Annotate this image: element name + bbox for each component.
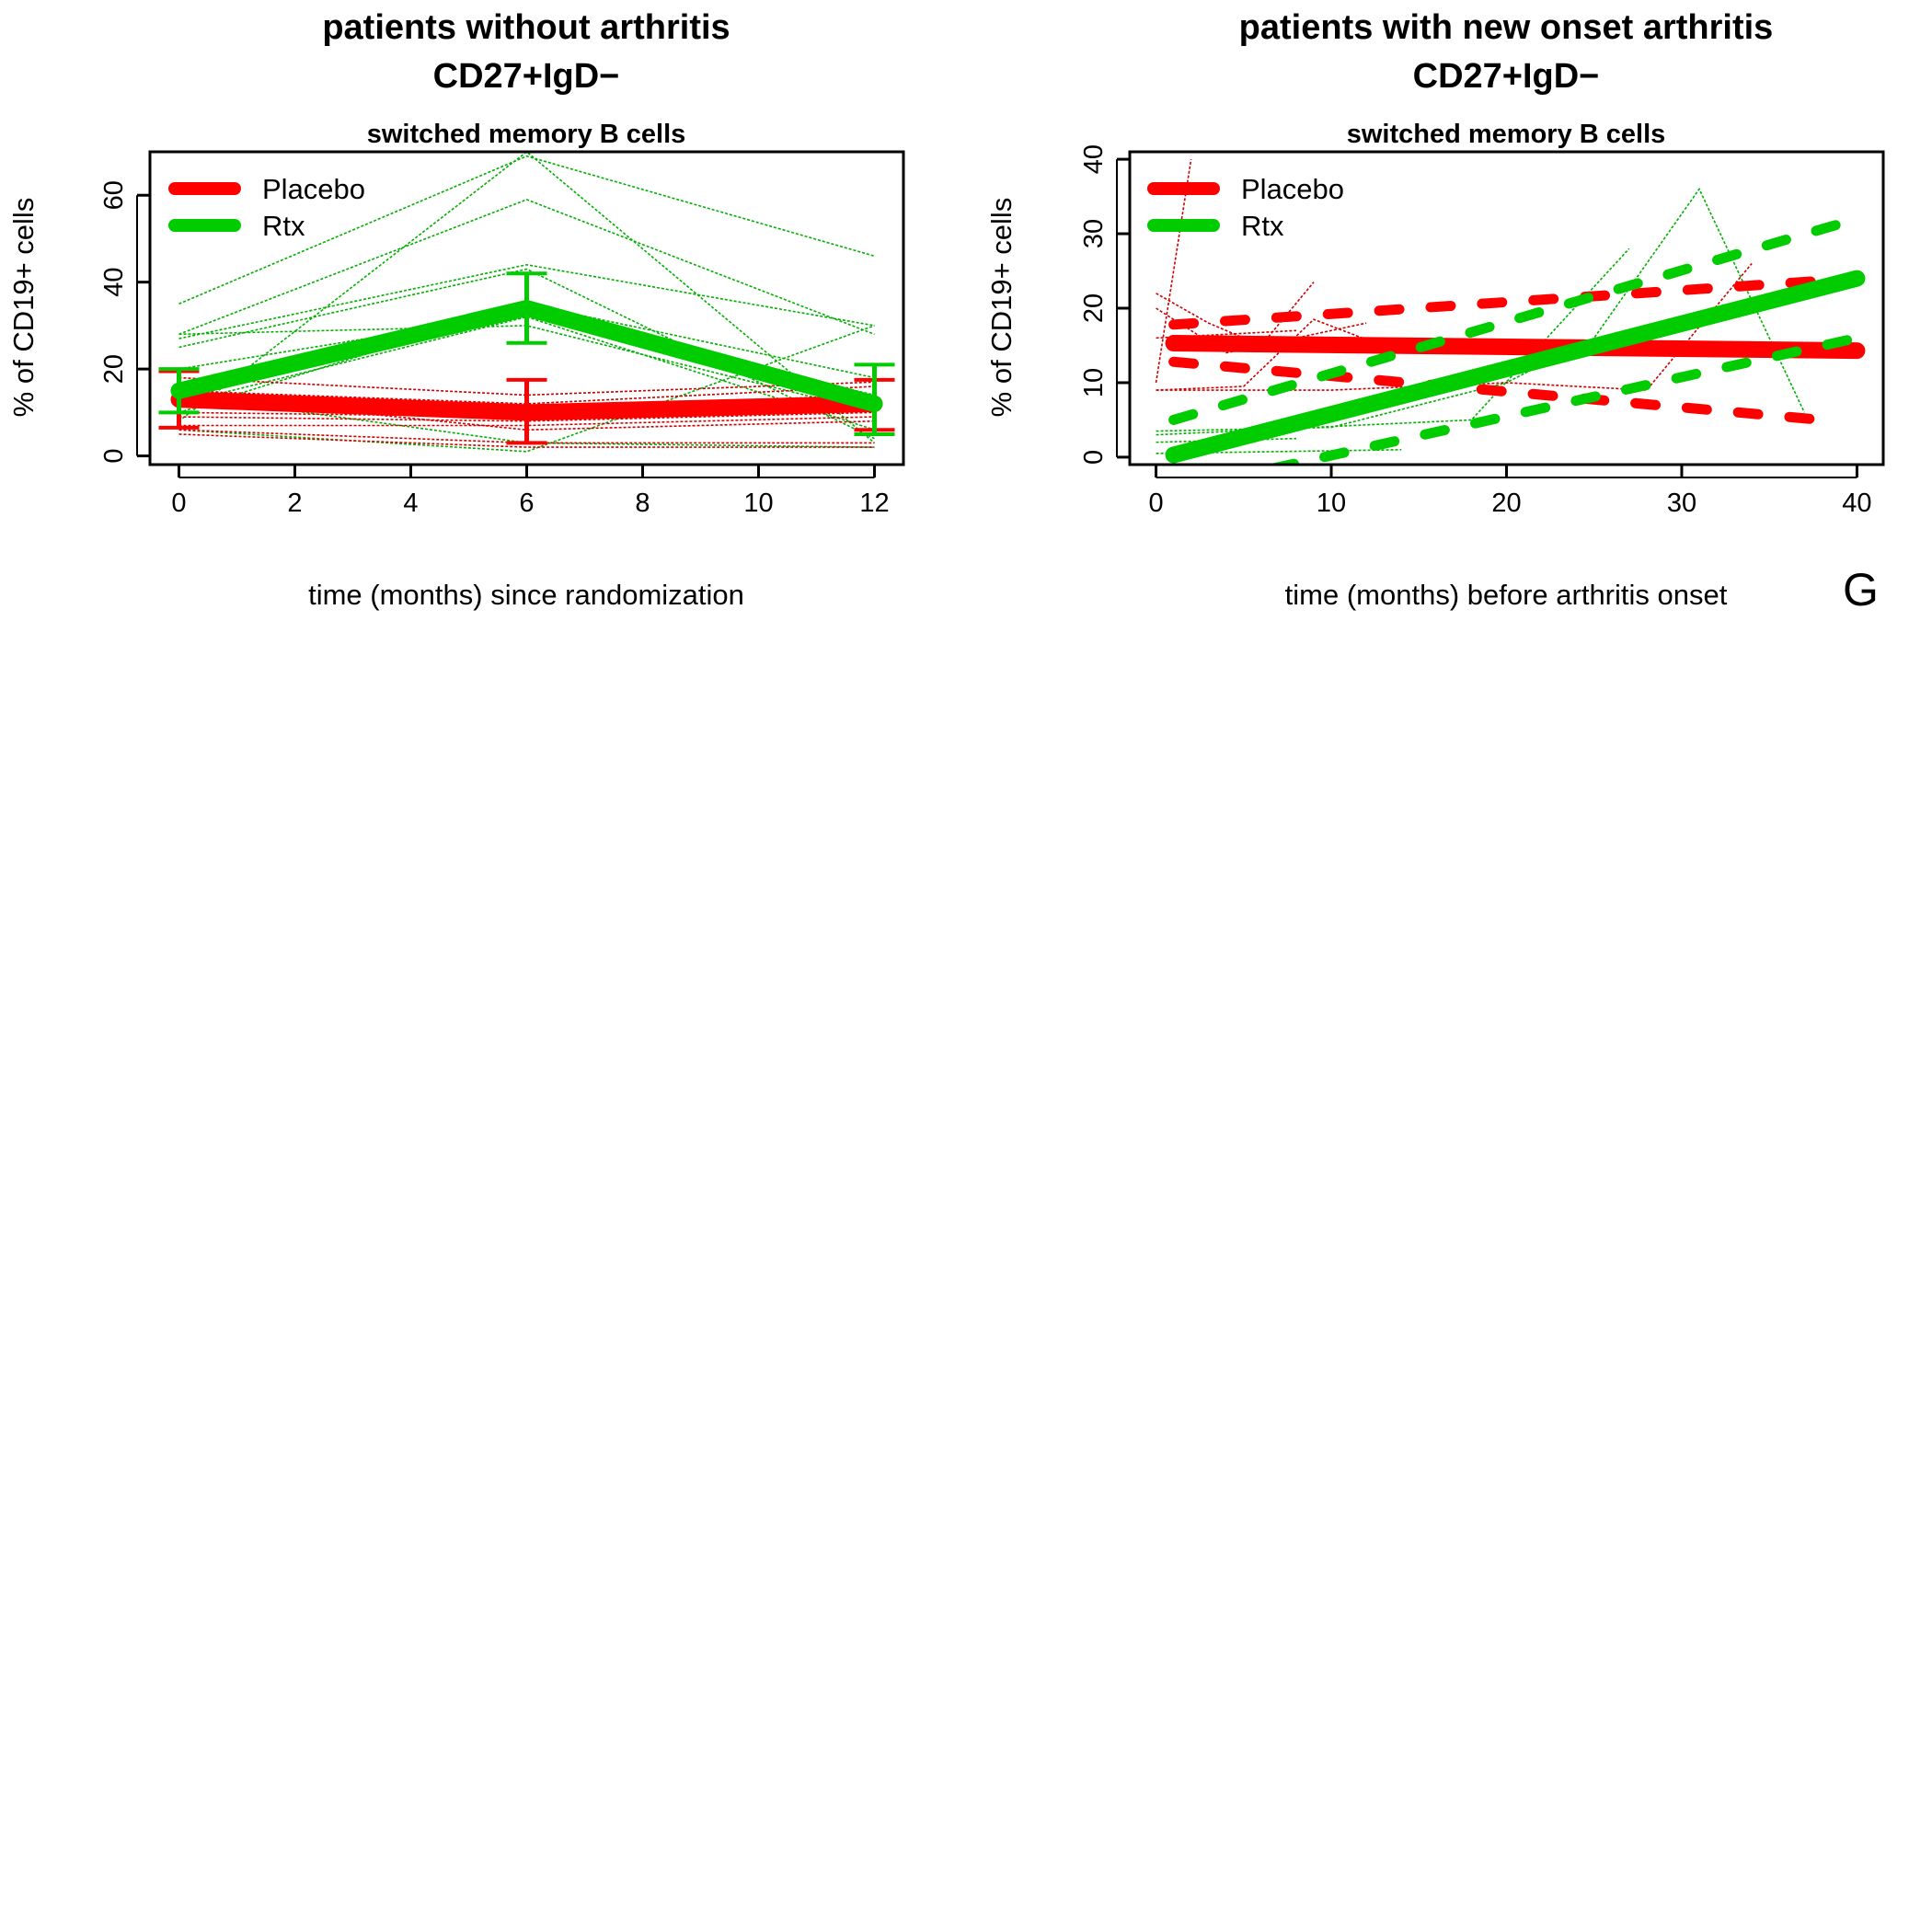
x-tick-label: 40: [1842, 489, 1871, 518]
legend: Placebo Rtx: [168, 173, 365, 242]
fit-line-placebo: [1165, 335, 1866, 360]
ci-lower-placebo: [1168, 356, 1827, 425]
x-tick-label: 0: [171, 489, 186, 518]
fit-line-rtx: [1165, 270, 1866, 464]
individual-line-placebo: [178, 433, 875, 448]
x-tick-label: 2: [287, 489, 302, 518]
chart-title-line2: CD27+IgD−: [433, 57, 620, 96]
x-tick-label: 10: [743, 489, 773, 518]
y-axis-label: % of CD19+ cells: [7, 198, 40, 418]
y-tick-label: 0: [1079, 450, 1109, 465]
plot-area: 0 10 20 30 40 0 10 20 30 40: [1079, 144, 1885, 518]
legend-label-placebo: Placebo: [1241, 173, 1344, 205]
individual-line-rtx: [178, 155, 875, 305]
ci-upper-placebo: [1168, 273, 1862, 330]
individual-line-rtx: [1156, 449, 1402, 454]
chart-title-line2: CD27+IgD−: [1413, 57, 1600, 96]
y-axis-label: % of CD19+ cells: [985, 198, 1018, 418]
x-tick-label: 4: [403, 489, 418, 518]
individual-line-rtx: [178, 263, 875, 339]
individual-line-rtx: [178, 268, 875, 440]
x-tick-label: 12: [859, 489, 889, 518]
individual-line-rtx: [178, 199, 875, 336]
y-tick-label: 10: [1079, 368, 1109, 397]
chart-panel-without-arthritis: patients without arthritis CD27+IgD− swi…: [7, 8, 905, 611]
y-tick-label: 60: [99, 180, 129, 210]
individual-line-rtx: [178, 152, 876, 444]
individual-line-placebo: [178, 411, 875, 422]
y-tick-label: 40: [99, 268, 129, 297]
chart-subtitle: switched memory B cells: [367, 120, 686, 149]
y-tick-label: 0: [99, 448, 129, 463]
y-tick-label: 30: [1079, 219, 1109, 248]
legend-label-rtx: Rtx: [262, 210, 305, 242]
x-tick-label: 30: [1667, 489, 1696, 518]
plot-inner: [158, 152, 895, 453]
chart-title-line1: patients with new onset arthritis: [1239, 8, 1774, 47]
ci-upper-rtx: [1168, 213, 1862, 425]
legend-label-placebo: Placebo: [262, 173, 365, 205]
individual-line-placebo: [178, 376, 875, 397]
ci-lower-rtx: [1267, 332, 1862, 465]
individual-line-placebo: [1155, 158, 1192, 384]
y-tick-label: 20: [1079, 293, 1109, 323]
x-tick-label: 20: [1491, 489, 1521, 518]
chart-panel-new-onset-arthritis: patients with new onset arthritis CD27+I…: [985, 8, 1885, 611]
individual-line-placebo: [178, 429, 875, 444]
chart-subtitle: switched memory B cells: [1347, 120, 1666, 149]
x-axis-label: time (months) before arthritis onset: [1285, 579, 1728, 611]
chart-title-line1: patients without arthritis: [322, 8, 730, 47]
x-tick-label: 6: [519, 489, 534, 518]
x-axis-label: time (months) since randomization: [308, 579, 744, 611]
x-tick-label: 0: [1148, 489, 1163, 518]
x-tick-label: 8: [635, 489, 650, 518]
legend: Placebo Rtx: [1147, 173, 1344, 242]
x-tick-label: 10: [1317, 489, 1346, 518]
individual-line-placebo: [178, 385, 875, 405]
y-tick-label: 20: [99, 354, 129, 384]
individual-line-placebo: [1156, 318, 1402, 391]
individual-line-rtx: [178, 325, 875, 414]
panel-letter: G: [1843, 564, 1879, 615]
plot-area: 0 2 4 6 8 10 12 0 20 40 60: [99, 150, 905, 518]
y-tick-label: 40: [1079, 144, 1109, 174]
legend-label-rtx: Rtx: [1241, 210, 1284, 242]
plot-inner: [1155, 158, 1866, 465]
